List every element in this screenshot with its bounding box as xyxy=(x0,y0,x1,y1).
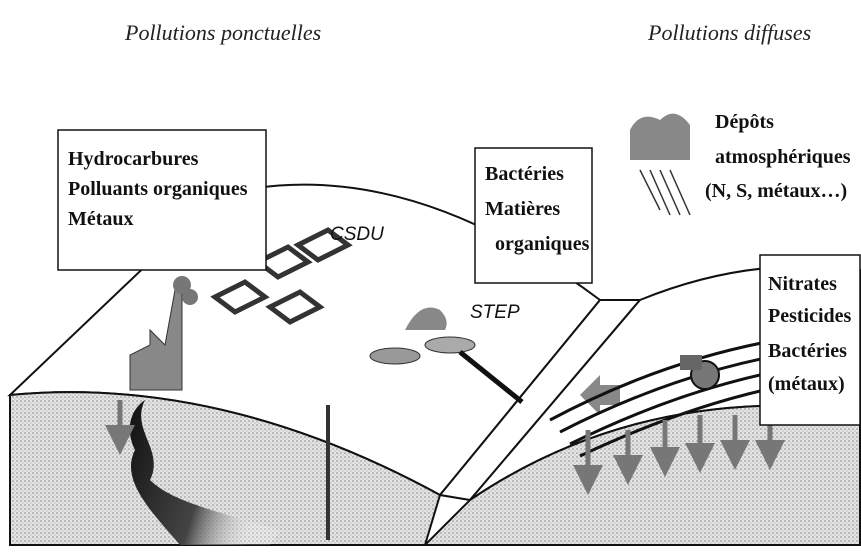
deposition-line: atmosphériques xyxy=(715,146,851,168)
label: CSDU xyxy=(330,224,384,245)
deposition-line: Dépôts xyxy=(715,111,774,133)
box-line: Matières xyxy=(485,198,560,220)
box-line: (métaux) xyxy=(768,373,845,395)
heading: Pollutions diffuses xyxy=(647,20,811,45)
box-line: organiques xyxy=(495,233,590,255)
box-line: Polluants organiques xyxy=(68,178,248,200)
box-line: Bactéries xyxy=(485,163,564,185)
box-line: Pesticides xyxy=(768,305,852,327)
deposition-line: (N, S, métaux…) xyxy=(705,180,847,202)
box-line: Bactéries xyxy=(768,340,847,362)
box-line: Métaux xyxy=(68,208,134,230)
diagram: Pollutions ponctuelles Pollutions diffus… xyxy=(0,0,861,558)
heading: Pollutions ponctuelles xyxy=(124,20,321,45)
box-line: Nitrates xyxy=(768,273,837,295)
box-line: Hydrocarbures xyxy=(68,148,199,170)
label: STEP xyxy=(470,302,520,323)
